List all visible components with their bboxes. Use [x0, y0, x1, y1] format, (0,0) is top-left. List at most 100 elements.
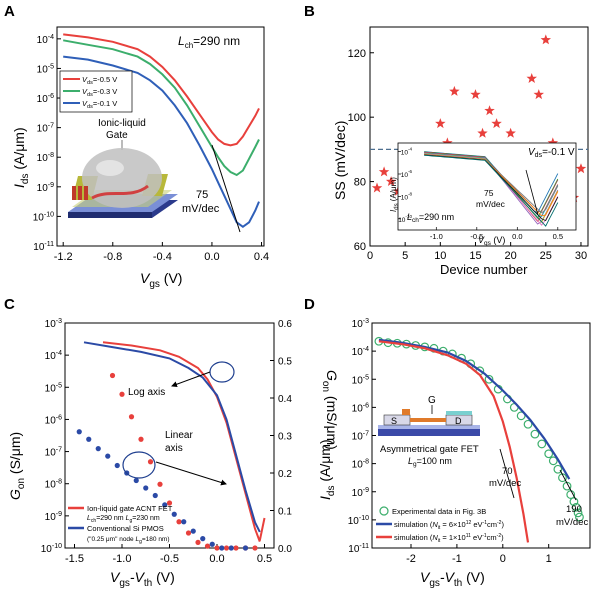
inset-ylabel: Ids (A/μm)	[389, 177, 400, 212]
inset-asym-title: Asymmetrical gate FET	[380, 444, 479, 455]
d-ytick-label: 10-7	[352, 431, 369, 443]
b-star-point	[477, 127, 488, 138]
d-xtick-label: -1	[452, 553, 462, 565]
a-xtick-label: 0.0	[204, 251, 219, 263]
panel-a-slope-75: 75	[196, 189, 208, 201]
d-ytick-label-exp: -5	[363, 374, 369, 381]
b-star-point	[540, 34, 551, 45]
c-linear-dot	[200, 536, 206, 542]
a-series-line-0	[63, 33, 260, 147]
panel-d-xlabel: Vgs-Vth (V)	[420, 569, 485, 589]
c-ytick-label: 10-6	[45, 414, 62, 426]
d-ytick-label-base: 10	[352, 375, 364, 386]
b-star-point	[547, 137, 559, 148]
panel-label-a: A	[4, 3, 15, 20]
inset-xtick-label: 0.5	[553, 232, 563, 241]
b-star-point	[378, 166, 390, 177]
c-ytick-label-exp: -4	[56, 350, 62, 357]
c-ytick-label-base: 10	[45, 512, 57, 523]
c-linear-dot	[128, 414, 135, 420]
c-linear-dot	[143, 485, 149, 491]
b-star-point	[526, 73, 537, 83]
c-linear-dot	[133, 477, 139, 484]
c-linear-dot	[214, 545, 220, 551]
b-xtick-label: 0	[367, 250, 373, 262]
ionic-liquid-droplet	[82, 148, 162, 208]
b-ytick-label: 120	[348, 48, 366, 60]
d-inset-substrate	[378, 429, 480, 436]
inset-transfer-curve	[424, 154, 559, 227]
c-xtick-label: 0.5	[257, 553, 272, 565]
d-experimental-point	[553, 464, 563, 474]
d-ytick-label: 10-6	[352, 402, 369, 414]
inset-slope-75: 75	[484, 188, 494, 198]
b-xtick-label: 15	[469, 250, 481, 262]
d-ytick-label: 10-3	[352, 318, 369, 330]
inset-lch-label: Lch=290 nm	[407, 212, 454, 224]
c-ytick-label-exp: -5	[56, 382, 62, 389]
b-star-point	[533, 89, 544, 100]
c-ytick-label-exp: -8	[56, 479, 62, 486]
inset-xtick-label: -0.5	[470, 232, 483, 241]
linear-axis-label-1: Linear	[165, 430, 193, 441]
c-ytick-label-exp: -9	[56, 511, 62, 518]
panel-b-ylabel: SS (mV/dec)	[332, 121, 348, 200]
inset-ionic-liquid-label: Ionic-liquid	[98, 118, 146, 129]
d-ytick-label: 10-10	[348, 515, 369, 527]
panel-a-device-inset: Ionic-liquid Gate	[68, 118, 178, 218]
legend-label-vds-05: Vds=-0.5 V	[82, 75, 117, 86]
d-experimental-point	[484, 374, 494, 384]
c-linear-dot	[233, 545, 239, 551]
a-ytick-label-base: 10	[37, 64, 49, 75]
d-ytick-label-base: 10	[348, 544, 360, 555]
inset-gate-label: Gate	[106, 130, 128, 141]
a-ytick-label-exp: -7	[48, 123, 54, 130]
b-xtick-label: 25	[540, 250, 552, 262]
b-star-point	[575, 163, 587, 174]
d-ytick-label-base: 10	[352, 403, 364, 414]
a-ytick-label-base: 10	[37, 124, 49, 135]
c-linear-dot	[181, 519, 187, 525]
panel-a-chart: -1.2 -0.8 -0.4 0.0 0.4 10-410-510-610-710-81…	[11, 26, 269, 290]
d-slope-190: 190	[566, 504, 582, 515]
c-ytick-label-exp: -3	[56, 318, 62, 325]
panel-a-slope-line	[211, 144, 241, 233]
a-ytick-label-base: 10	[33, 242, 45, 253]
d-xtick-label: 1	[546, 553, 552, 565]
c-linear-dot	[171, 511, 177, 517]
panel-a-frame	[56, 26, 265, 247]
inset-slope-unit: mV/dec	[476, 199, 506, 209]
c-ytick-right-label: 0.3	[278, 432, 292, 443]
panel-b-xlabel: Device number	[440, 262, 528, 277]
c-ytick-label: 10-4	[45, 350, 62, 362]
legend-pmos-sub: ("0.25 μm" node Lg=180 nm)	[87, 536, 170, 545]
c-ytick-label-base: 10	[45, 319, 57, 330]
c-xtick-label: -0.5	[160, 553, 179, 565]
inset-xtick-label: 0.0	[512, 232, 522, 241]
d-slope-70-unit: mV/dec	[489, 478, 521, 489]
c-xtick-label: -1.5	[65, 553, 84, 565]
inset-g-label: G	[428, 395, 436, 406]
b-star-point	[484, 105, 495, 116]
d-ytick-label-exp: -11	[359, 543, 369, 550]
d-experimental-point	[544, 449, 554, 459]
panel-label-c: C	[4, 296, 15, 313]
c-linear-dot	[209, 541, 215, 547]
a-ytick-label-exp: -9	[48, 182, 54, 189]
d-sim-line-0	[378, 338, 571, 480]
panel-a-legend: Vds=-0.5 V Vds=-0.3 V Vds=-0.1 V	[59, 70, 133, 113]
a-ytick-label: 10-11	[33, 241, 54, 253]
c-ytick-label-base: 10	[45, 480, 57, 491]
inset-ytick-label-base: 10	[401, 150, 409, 157]
a-xtick-label: 0.4	[254, 251, 269, 263]
c-ytick-right-label: 0.5	[278, 357, 292, 368]
panel-d-device-inset: G S D Asymmetrical gate FET Lg=100 nm	[378, 395, 480, 468]
b-xtick-label: 30	[575, 250, 587, 262]
inset-ytick-label-exp: -6	[408, 169, 413, 174]
legend-label-vds-01: Vds=-0.1 V	[82, 99, 117, 110]
c-ytick-label: 10-5	[45, 382, 62, 394]
panel-label-b: B	[304, 3, 315, 20]
c-ytick-label: 10-10	[41, 543, 62, 555]
inset-s-label: S	[391, 416, 397, 426]
b-star-point	[449, 85, 460, 96]
